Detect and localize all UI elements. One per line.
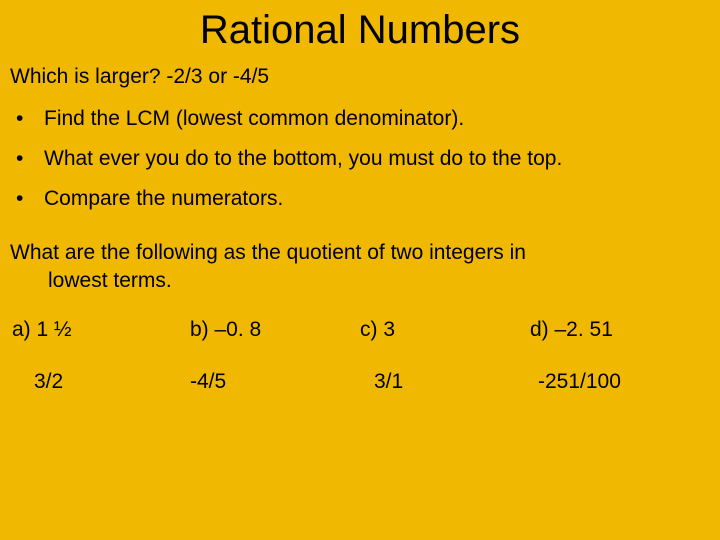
steps-list: • Find the LCM (lowest common denominato… [10,107,710,211]
prompt-line-1: What are the following as the quotient o… [10,239,710,267]
page-title: Rational Numbers [10,8,710,53]
answer-d: -251/100 [530,370,710,394]
problem-a: a) 1 ½ [10,318,190,342]
answer-b: -4/5 [190,370,360,394]
problem-c: c) 3 [360,318,530,342]
problem-b: b) –0. 8 [190,318,360,342]
prompt-line-2: lowest terms. [10,267,710,295]
comparison-question: Which is larger? -2/3 or -4/5 [10,65,710,89]
list-item: • Find the LCM (lowest common denominato… [16,107,710,131]
bullet-icon: • [16,187,44,211]
step-text: What ever you do to the bottom, you must… [44,147,710,171]
list-item: • Compare the numerators. [16,187,710,211]
step-text: Find the LCM (lowest common denominator)… [44,107,710,131]
problem-d: d) –2. 51 [530,318,710,342]
answer-a: 3/2 [10,370,190,394]
list-item: • What ever you do to the bottom, you mu… [16,147,710,171]
exercise-prompt: What are the following as the quotient o… [10,239,710,296]
step-text: Compare the numerators. [44,187,710,211]
bullet-icon: • [16,107,44,131]
bullet-icon: • [16,147,44,171]
problems-row: a) 1 ½ b) –0. 8 c) 3 d) –2. 51 [10,318,710,342]
answers-row: 3/2 -4/5 3/1 -251/100 [10,370,710,394]
answer-c: 3/1 [360,370,530,394]
